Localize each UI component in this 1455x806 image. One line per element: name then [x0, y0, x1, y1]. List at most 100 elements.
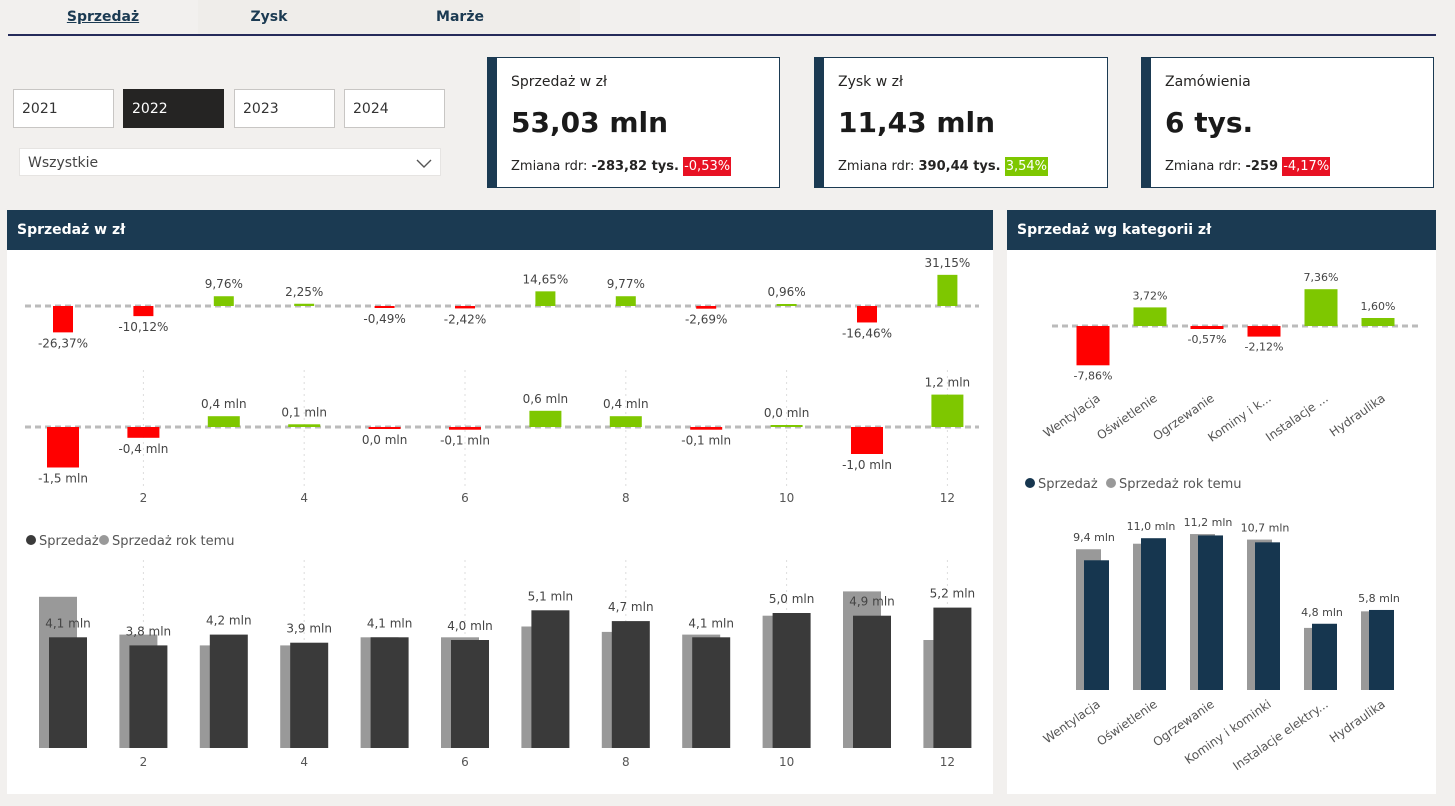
data-label: -0,4 mln	[118, 442, 168, 456]
sales-bar	[772, 613, 811, 748]
data-label: 3,8 mln	[126, 624, 172, 638]
x-tick-label: 8	[622, 755, 630, 769]
kpi-value: 53,03 mln	[511, 106, 669, 139]
data-label: 0,0 mln	[764, 406, 810, 420]
category-axis-label: Oświetlenie	[1094, 697, 1159, 749]
category-variance-bar	[1133, 307, 1167, 326]
category-axis-label: Instalacje elektry...	[1230, 697, 1330, 773]
tab-zysk[interactable]: Zysk	[198, 0, 340, 34]
x-tick-label: 8	[622, 491, 630, 505]
sales-bar	[290, 642, 329, 748]
year-2021-button[interactable]: 2021	[13, 89, 114, 128]
variance-pct-bar	[133, 306, 154, 317]
year-2022-button[interactable]: 2022	[123, 89, 224, 128]
kpi-value: 6 tys.	[1165, 106, 1254, 139]
sales-bar	[1255, 542, 1280, 690]
sales-bar	[933, 607, 972, 748]
panel-title: Sprzedaż wg kategorii zł	[1007, 210, 1436, 250]
data-label: 10,7 mln	[1241, 522, 1290, 535]
category-axis-label: Hydraulika	[1327, 697, 1388, 745]
data-label: 0,0 mln	[362, 433, 408, 447]
data-label: 3,72%	[1133, 289, 1168, 302]
data-label: -2,12%	[1245, 341, 1284, 354]
kpi-change: Zmiana rdr: -283,82 tys. -0,53%	[511, 157, 732, 176]
variance-pct-bar	[776, 304, 797, 306]
category-axis-label: Wentylacja	[1041, 391, 1103, 440]
sales-bar	[531, 610, 570, 748]
category-charts: -7,86%Wentylacja3,72%Oświetlenie-0,57%Og…	[1025, 271, 1421, 773]
data-label: 3,9 mln	[286, 622, 332, 636]
data-label: -0,49%	[363, 312, 405, 326]
variance-pct-bar	[455, 306, 475, 309]
monthly-charts: -26,37% -10,12% 9,76% 2,25% -0,49% -2,42% 14,6…	[25, 256, 979, 769]
x-tick-label: 6	[461, 755, 469, 769]
sales-bar	[209, 634, 248, 748]
year-2024-button[interactable]: 2024	[344, 89, 445, 128]
x-tick-label: 10	[779, 491, 794, 505]
report-tabs: Sprzedaż Zysk Marże	[0, 0, 1436, 37]
category-axis-label: Kominy i k...	[1205, 391, 1273, 445]
tab-marze[interactable]: Marże	[340, 0, 580, 34]
variance-abs-bar	[127, 427, 160, 438]
data-label: 0,96%	[768, 285, 806, 299]
chevron-down-icon	[416, 159, 432, 168]
kpi-change-badge: -0,53%	[683, 157, 732, 176]
data-label: 9,76%	[205, 277, 243, 291]
variance-pct-bar	[615, 296, 636, 306]
data-label: -0,57%	[1188, 333, 1227, 346]
data-label: 9,4 mln	[1073, 531, 1115, 544]
kpi-change: Zmiana rdr: 390,44 tys. 3,54%	[838, 157, 1049, 176]
category-variance-bar	[1190, 326, 1224, 329]
variance-abs-bar	[449, 427, 481, 430]
data-label: 5,0 mln	[769, 592, 815, 606]
kpi-title: Zamówienia	[1165, 74, 1251, 90]
data-label: 11,0 mln	[1127, 520, 1176, 533]
year-2023-button[interactable]: 2023	[234, 89, 335, 128]
variance-abs-bar	[288, 424, 321, 427]
data-label: 2,25%	[285, 285, 323, 299]
x-tick-label: 4	[300, 755, 308, 769]
variance-abs-bar	[609, 416, 642, 427]
data-label: -10,12%	[118, 320, 168, 334]
legend-marker-sales	[1025, 478, 1035, 488]
category-variance-bar	[1304, 289, 1338, 326]
data-label: 11,2 mln	[1184, 516, 1233, 529]
kpi-title: Sprzedaż w zł	[511, 74, 607, 90]
x-tick-label: 2	[140, 491, 148, 505]
tab-sprzedaz[interactable]: Sprzedaż	[66, 9, 140, 25]
x-tick-label: 4	[300, 491, 308, 505]
legend-label: Sprzedaż	[39, 534, 99, 549]
data-label: -1,5 mln	[38, 472, 88, 486]
kpi-card-orders: Zamówienia 6 tys. Zmiana rdr: -259 -4,17…	[1141, 57, 1434, 188]
category-variance-bar	[1076, 326, 1110, 366]
variance-abs-bar	[47, 427, 79, 468]
variance-pct-bar	[696, 306, 717, 309]
data-label: -0,1 mln	[440, 434, 490, 448]
kpi-title: Zysk w zł	[838, 74, 903, 90]
legend-label: Sprzedaż rok temu	[1119, 477, 1242, 492]
data-label: 0,1 mln	[281, 405, 327, 419]
data-label: 7,36%	[1304, 271, 1339, 284]
kpi-card-sales: Sprzedaż w zł 53,03 mln Zmiana rdr: -283…	[487, 57, 780, 188]
data-label: 0,4 mln	[603, 397, 649, 411]
category-variance-bar	[1247, 326, 1281, 337]
variance-pct-bar	[857, 306, 877, 323]
category-axis-label: Hydraulika	[1327, 391, 1388, 439]
sales-bar	[451, 640, 489, 748]
x-tick-label: 2	[140, 755, 148, 769]
data-label: 1,60%	[1361, 300, 1396, 313]
category-dropdown-value: Wszystkie	[28, 155, 99, 171]
category-axis-label: Instalacje ...	[1263, 391, 1331, 444]
kpi-change-badge: -4,17%	[1282, 157, 1331, 176]
data-label: 5,8 mln	[1358, 592, 1400, 605]
data-label: 4,9 mln	[849, 595, 895, 609]
kpi-change-badge: 3,54%	[1004, 157, 1049, 176]
variance-abs-bar	[851, 427, 883, 454]
legend-marker-prior	[1106, 478, 1116, 488]
variance-abs-bar	[931, 394, 964, 427]
category-dropdown[interactable]: Wszystkie	[19, 148, 441, 176]
variance-pct-bar	[374, 306, 395, 308]
variance-pct-bar	[213, 296, 234, 306]
sales-bar	[1369, 609, 1394, 690]
data-label: 1,2 mln	[925, 376, 971, 390]
